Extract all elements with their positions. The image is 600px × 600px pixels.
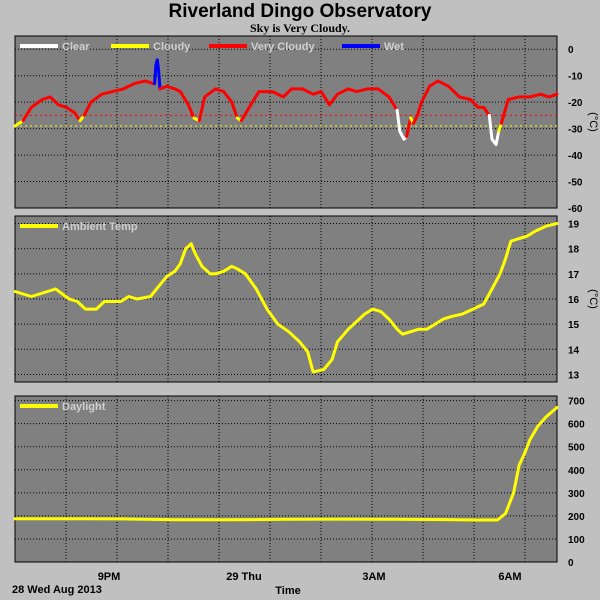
series-line (13, 406, 559, 522)
series-line (21, 95, 82, 123)
date-label: 28 Wed Aug 2013 (12, 584, 102, 596)
series-line (239, 87, 399, 123)
y-axis-label: (°C) (587, 289, 599, 309)
y-tick-label: 200 (568, 512, 585, 523)
y-tick-label: -50 (568, 178, 583, 189)
y-tick-label: 600 (568, 420, 585, 431)
sky-status-subtitle: Sky is Very Cloudy. (249, 21, 351, 35)
series-line (395, 108, 409, 141)
x-axis-title: Time (275, 585, 300, 597)
x-tick-label: 9PM (98, 571, 121, 583)
y-tick-label: 0 (568, 558, 574, 569)
series-line (411, 79, 491, 125)
y-tick-label: 14 (568, 345, 580, 356)
series-line (499, 92, 559, 125)
sky-panel: 0 -10 -20 -30 -40 -50 -60 (°C) Clear Cloudy Very C… (13, 35, 599, 215)
y-tick-label: -20 (568, 98, 583, 109)
y-tick-label: 100 (568, 535, 585, 546)
series-line (153, 58, 162, 91)
y-tick-label: -30 (568, 125, 583, 136)
y-tick-label: -10 (568, 72, 583, 83)
series-line (13, 222, 559, 374)
series-line (82, 79, 155, 117)
legend-label: Wet (384, 41, 404, 53)
y-tick-label: 400 (568, 466, 585, 477)
x-tick-label: 29 Thu (226, 571, 261, 583)
series-line (158, 84, 196, 120)
y-tick-label: 16 (568, 295, 580, 306)
legend-label: Ambient Temp (62, 221, 138, 233)
y-tick-label: 700 (568, 397, 585, 408)
x-tick-label: 3AM (362, 571, 385, 583)
y-tick-label: 15 (568, 320, 580, 331)
legend-label: Daylight (62, 401, 106, 413)
y-tick-label: -60 (568, 204, 583, 215)
ambient-panel: 19 18 17 16 15 14 13 (°C) Ambient Temp (13, 215, 599, 383)
y-tick-label: 500 (568, 443, 585, 454)
y-tick-label: 0 (568, 45, 574, 56)
y-tick-label: 18 (568, 245, 580, 256)
series-line (13, 119, 25, 128)
series-line (197, 87, 239, 123)
y-tick-label: 13 (568, 370, 580, 381)
y-tick-label: 17 (568, 270, 580, 281)
legend-label: Very Cloudy (251, 41, 315, 53)
y-tick-label: -40 (568, 151, 583, 162)
y-axis-label: (°C) (587, 112, 599, 132)
sky-plot-area (14, 35, 558, 209)
page-title: Riverland Dingo Observatory (168, 1, 432, 22)
y-tick-label: 19 (568, 220, 580, 231)
series-line (405, 116, 413, 139)
series-line (487, 113, 501, 146)
legend-label: Cloudy (153, 41, 191, 53)
legend-label: Clear (62, 41, 90, 53)
x-tick-label: 6AM (498, 571, 521, 583)
daylight-plot-area (14, 395, 558, 563)
y-tick-label: 300 (568, 489, 585, 500)
daylight-panel: 700 600 500 400 300 200 100 0 Daylight (13, 395, 585, 569)
